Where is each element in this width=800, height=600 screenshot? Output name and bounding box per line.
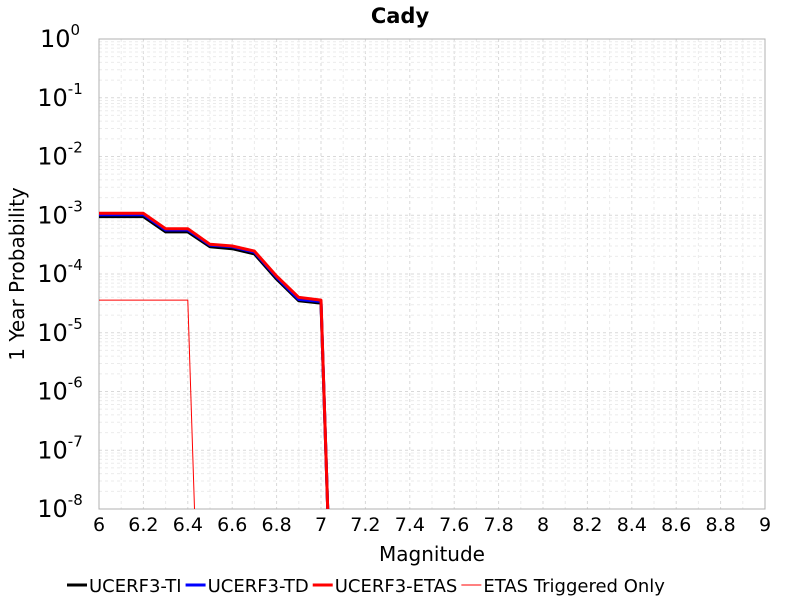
y-tick-label: 100: [40, 21, 80, 53]
plot-area: [98, 38, 766, 510]
y-tick-label: 10-8: [37, 491, 83, 523]
legend-label: UCERF3-TI: [89, 576, 182, 597]
y-tick-label: 10-5: [37, 315, 83, 347]
x-tick-label: 7.8: [483, 514, 513, 536]
legend-label: UCERF3-TD: [208, 576, 309, 597]
y-tick-label: 10-2: [37, 139, 83, 171]
x-axis-label: Magnitude: [379, 542, 485, 566]
x-tick-label: 8: [537, 514, 549, 536]
y-tick-label: 10-7: [37, 432, 83, 464]
x-tick-label: 7: [315, 514, 327, 536]
y-axis-label: 1 Year Probability: [5, 187, 29, 361]
y-tick-label: 10-4: [37, 256, 83, 288]
y-tick-label: 10-6: [37, 374, 83, 406]
legend-label: ETAS Triggered Only: [483, 576, 665, 597]
x-tick-label: 8.4: [617, 514, 647, 536]
x-tick-label: 9: [759, 514, 771, 536]
grid: [98, 38, 766, 510]
x-tick-label: 6.2: [128, 514, 158, 536]
x-tick-label: 8.8: [705, 514, 735, 536]
y-tick-label: 10-1: [37, 80, 83, 112]
x-tick-label: 8.2: [572, 514, 602, 536]
series-line: [99, 299, 195, 510]
x-tick-label: 8.6: [661, 514, 691, 536]
legend: UCERF3-TI UCERF3-TD UCERF3-ETAS ETAS Trigge…: [67, 576, 665, 597]
x-tick-label: 6.4: [173, 514, 203, 536]
x-tick-label: 6.6: [217, 514, 247, 536]
x-axis-ticks: 6 6.2 6.4 6.6 6.8 7 7.2 7.4 7.6 7.8 8 8.2 8.4 8.6 8.8 9: [93, 514, 771, 536]
x-tick-label: 7.2: [350, 514, 380, 536]
x-tick-label: 6.8: [261, 514, 291, 536]
legend-label: UCERF3-ETAS: [335, 576, 458, 597]
series-layer: [99, 211, 330, 510]
x-tick-label: 6: [93, 514, 105, 536]
y-tick-label: 10-3: [37, 197, 83, 229]
x-tick-label: 7.4: [395, 514, 425, 536]
y-axis-ticks: 100 10-1 10-2 10-3 10-4 10-5 10-6 10-7 10-8: [37, 21, 83, 523]
chart-title: Cady: [371, 4, 430, 28]
series-line: [99, 211, 330, 510]
x-tick-label: 7.6: [439, 514, 469, 536]
